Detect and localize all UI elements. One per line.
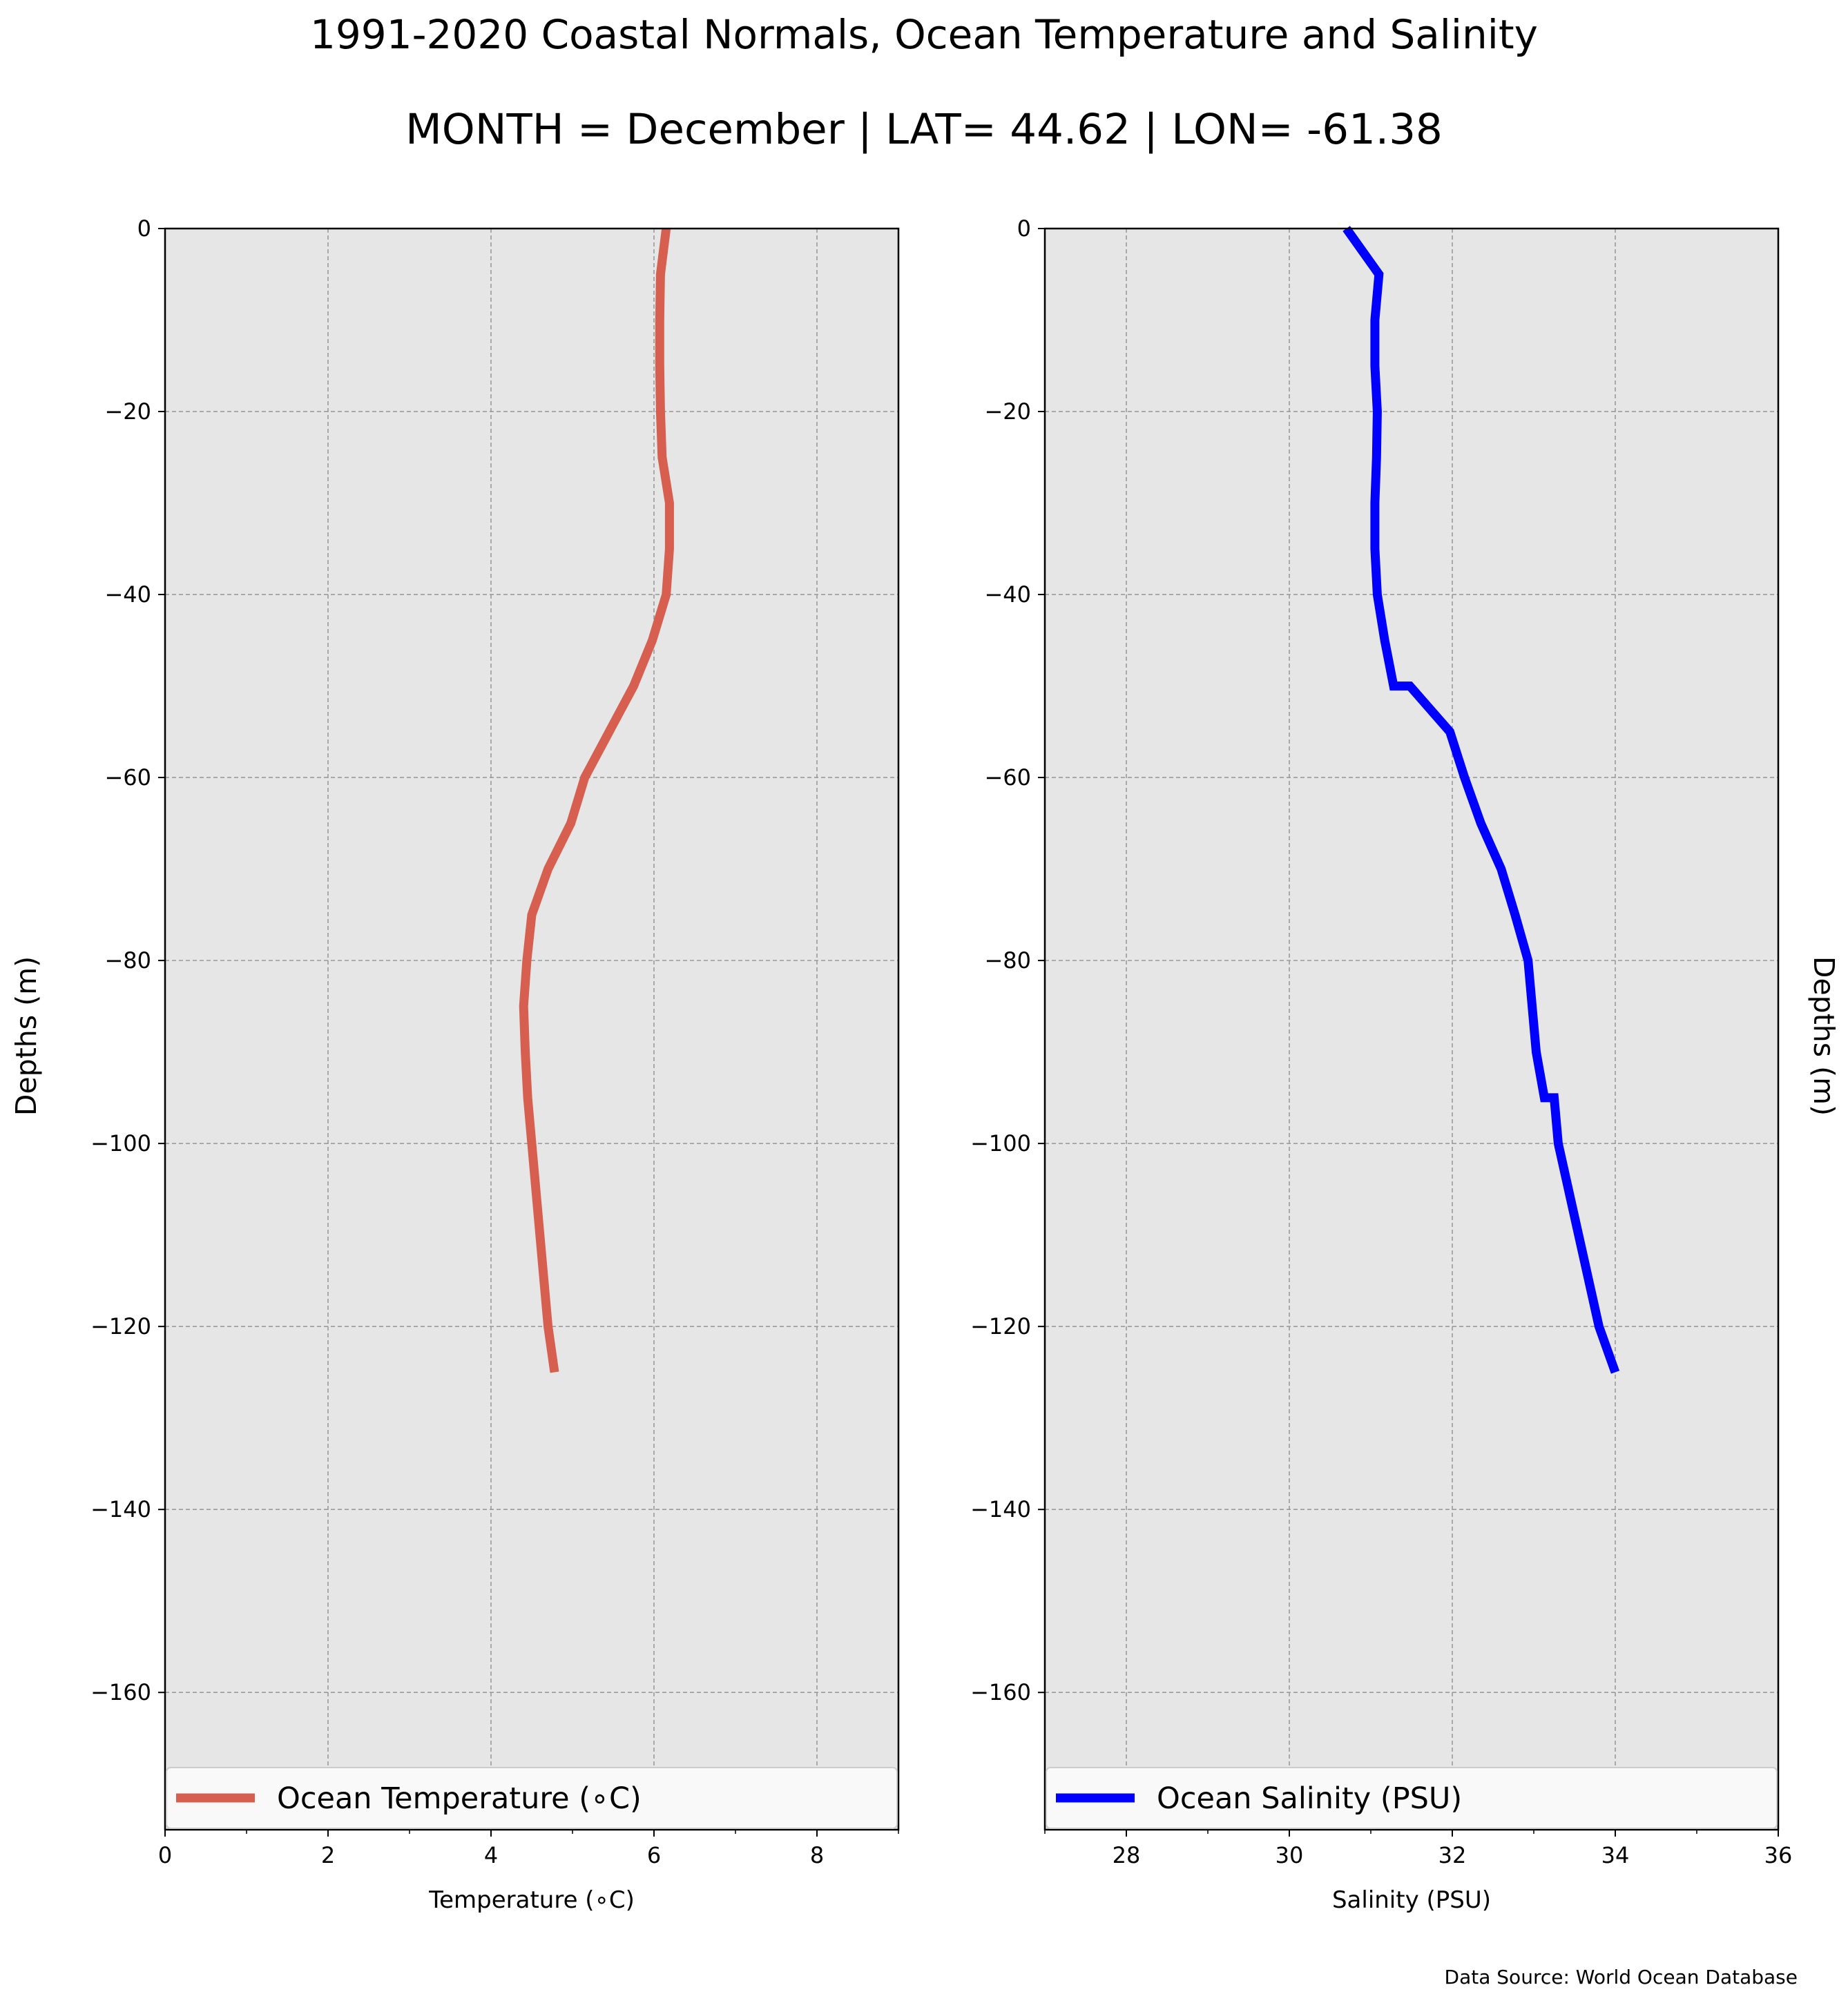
temp-ytick-label: −100	[90, 1130, 151, 1157]
sal-ytick-label: 0	[1017, 215, 1031, 242]
temp-xtick-label: 2	[321, 1842, 335, 1868]
sal-xtick-label: 36	[1764, 1842, 1793, 1868]
figure-subtitle: MONTH = December | LAT= 44.62 | LON= -61…	[405, 105, 1443, 154]
sal-xaxis-label: Salinity (PSU)	[1332, 1886, 1491, 1914]
figure-title: 1991-2020 Coastal Normals, Ocean Tempera…	[310, 11, 1538, 58]
temp-ytick-label: −20	[104, 398, 151, 425]
sal-legend-box	[1046, 1767, 1778, 1829]
sal-ytick-label: −100	[970, 1130, 1031, 1157]
data-source-note: Data Source: World Ocean Database	[1445, 1966, 1798, 1989]
salinity-panel: 28 30 32 34 36 0 −20 −40 −60 −80 −100 −120 −140 −160 S…	[970, 215, 1840, 1914]
sal-ytick-label: −60	[984, 764, 1031, 791]
temp-legend-box	[166, 1767, 898, 1829]
temp-ytick-label: −140	[90, 1496, 151, 1522]
sal-xtick-label: 30	[1276, 1842, 1304, 1868]
temp-xtick-label: 0	[158, 1842, 172, 1868]
sal-ytick-label: −20	[984, 398, 1031, 425]
sal-xtick-label: 28	[1113, 1842, 1141, 1868]
sal-ytick-label: −80	[984, 947, 1031, 974]
sal-ytick-label: −160	[970, 1679, 1031, 1705]
temp-xtick-label: 8	[810, 1842, 824, 1868]
temp-xtick-label: 6	[647, 1842, 661, 1868]
sal-ytick-label: −40	[984, 581, 1031, 608]
sal-xtick-label: 32	[1438, 1842, 1467, 1868]
sal-xtick-label: 34	[1601, 1842, 1630, 1868]
temp-plot-area	[165, 229, 898, 1830]
temp-ytick-label: −160	[90, 1679, 151, 1705]
temperature-panel: 0 2 4 6 8 0 −20 −40 −60 −80 −100 −120 −140 −160 Temper…	[10, 215, 900, 1914]
temp-series-line	[519, 228, 674, 1373]
temp-ytick-label: −40	[104, 581, 151, 608]
temp-ytick-label: −60	[104, 764, 151, 791]
sal-axes-frame	[1043, 227, 1780, 1831]
temp-ytick-label: −120	[90, 1313, 151, 1339]
sal-legend-label: Ocean Salinity (PSU)	[1157, 1781, 1462, 1816]
temp-legend-label: Ocean Temperature (∘C)	[277, 1781, 642, 1816]
sal-series-line	[1342, 226, 1620, 1374]
sal-ytick-label: −120	[970, 1313, 1031, 1339]
sal-ytick-label: −140	[970, 1496, 1031, 1522]
temp-xtick-label: 4	[484, 1842, 498, 1868]
temp-axes-frame	[164, 227, 900, 1831]
sal-plot-area	[1045, 229, 1778, 1830]
temp-yaxis-label: Depths (m)	[10, 956, 43, 1116]
temp-ytick-label: 0	[137, 215, 151, 242]
sal-yaxis-label: Depths (m)	[1807, 956, 1840, 1116]
temp-ytick-label: −80	[104, 947, 151, 974]
temp-xaxis-label: Temperature (∘C)	[428, 1886, 635, 1914]
